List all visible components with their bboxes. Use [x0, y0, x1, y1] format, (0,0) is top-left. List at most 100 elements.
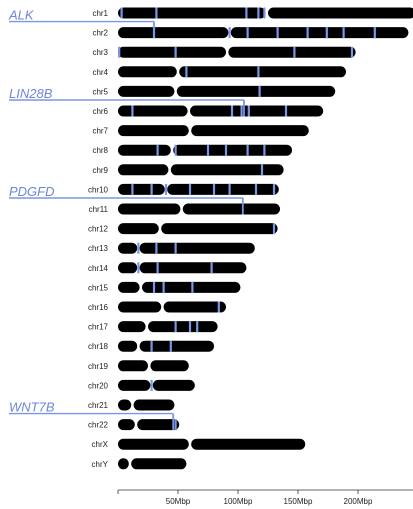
chromosome-label: chr5 [92, 87, 108, 96]
highlight-mark [257, 7, 260, 19]
chromosome-q-arm [148, 321, 218, 333]
highlight-mark [373, 27, 376, 39]
chromosome-row-chr16: chr16 [88, 301, 226, 313]
highlight-mark [191, 281, 194, 293]
highlight-mark [246, 144, 249, 156]
x-tick-label: 100Mbp [224, 497, 253, 506]
chromosome-q-arm [139, 340, 214, 352]
chromosome-p-arm [118, 458, 129, 470]
highlight-mark [162, 281, 165, 293]
chromosome-label: chr21 [88, 401, 109, 410]
chromosome-p-arm [118, 125, 189, 137]
x-tick-label: 150Mbp [284, 497, 313, 506]
highlight-mark [174, 144, 177, 156]
chromosome-row-chrY: chrY [92, 458, 187, 470]
chromosome-label: chr8 [92, 146, 108, 155]
highlight-mark [245, 7, 248, 19]
chromosome-row-chr1: chr1 [92, 7, 413, 19]
chromosome-p-arm [118, 419, 135, 431]
chromosome-row-chr14: chr14 [88, 262, 247, 274]
chromosome-row-chr6: chr6 [92, 105, 324, 117]
highlight-mark [257, 66, 260, 78]
chromosome-row-chr18: chr18 [88, 340, 214, 352]
chromosome-row-chr9: chr9 [92, 164, 284, 176]
highlight-mark [174, 321, 177, 333]
chromosome-p-arm [118, 301, 162, 313]
gene-label: LIN28B [9, 86, 53, 101]
highlight-mark [164, 183, 168, 195]
chromosome-q-arm [131, 458, 187, 470]
chromosome-label: chr13 [88, 244, 109, 253]
chromosome-row-chr8: chr8 [92, 144, 292, 156]
chromosome-p-arm [118, 105, 188, 117]
gene-annotation-wnt7b: WNT7B [9, 400, 175, 431]
highlight-mark [293, 46, 296, 58]
x-tick-label: 50Mbp [166, 497, 191, 506]
chromosome-label: chr19 [88, 362, 109, 371]
gene-label: ALK [8, 8, 35, 23]
highlight-mark [228, 183, 231, 195]
chromosome-p-arm [118, 281, 140, 293]
highlight-mark [224, 144, 228, 156]
highlight-mark [118, 46, 121, 58]
chromosome-label: chr4 [92, 68, 108, 77]
highlight-mark [137, 242, 140, 254]
chromosome-q-arm [228, 46, 356, 58]
chromosome-row-chr7: chr7 [92, 125, 309, 137]
chromosome-label: chrY [92, 460, 109, 469]
chromosome-q-arm [182, 203, 280, 215]
chromosome-p-arm [118, 438, 189, 450]
chromosome-p-arm [118, 164, 169, 176]
highlight-mark [150, 183, 153, 195]
highlight-mark [254, 183, 258, 195]
highlight-mark [210, 262, 213, 274]
chromosome-group: chr1 chr2 chr3 chr4 chr5 chr6 chr7 chr8 chr9 chr1… [88, 7, 413, 470]
highlight-mark [228, 27, 231, 39]
chromosome-label: chr20 [88, 381, 109, 390]
highlight-mark [306, 27, 309, 39]
chromosome-p-arm [118, 399, 132, 411]
chromosome-label: chr16 [88, 303, 109, 312]
chromosome-q-arm [173, 144, 292, 156]
chromosome-p-arm [118, 46, 226, 58]
chromosome-row-chr22: chr22 [88, 419, 180, 431]
gene-label: WNT7B [9, 400, 55, 415]
highlight-mark [120, 7, 123, 19]
chromosome-p-arm [118, 379, 151, 391]
chromosome-label: chr7 [92, 127, 108, 136]
chromosome-row-chr5: chr5 [92, 85, 336, 97]
chromosome-q-arm [190, 105, 324, 117]
chromosome-p-arm [118, 223, 159, 235]
chromosome-q-arm [170, 164, 284, 176]
highlight-mark [131, 183, 134, 195]
chromosome-q-arm [167, 183, 279, 195]
chromosome-q-arm [191, 125, 309, 137]
highlight-mark [258, 85, 261, 97]
chromosome-label: chr18 [88, 342, 109, 351]
chromosome-label: chr12 [88, 225, 109, 234]
highlight-mark [263, 7, 266, 19]
chromosome-q-arm [139, 262, 247, 274]
chromosome-row-chr10: chr10 [88, 183, 279, 195]
highlight-mark [156, 144, 159, 156]
highlight-mark [152, 281, 156, 293]
chromosome-label: chr11 [89, 205, 109, 214]
highlight-mark [325, 27, 328, 39]
chromosome-label: chr17 [88, 323, 109, 332]
highlight-mark [185, 66, 188, 78]
chromosome-label: chr14 [88, 264, 109, 273]
chromosome-p-arm [118, 262, 138, 274]
gene-annotation-pdgfd: PDGFD [9, 184, 244, 215]
chromosome-row-chr12: chr12 [88, 223, 278, 235]
chromosome-q-arm [179, 66, 346, 78]
highlight-mark [272, 223, 276, 235]
chromosome-label: chr15 [88, 283, 109, 292]
chromosome-q-arm [163, 301, 226, 313]
chromosome-p-arm [118, 66, 177, 78]
highlight-mark [174, 419, 177, 431]
chromosome-p-arm [118, 183, 165, 195]
highlight-mark [350, 46, 354, 58]
highlight-mark [284, 105, 288, 117]
highlight-mark [156, 262, 159, 274]
